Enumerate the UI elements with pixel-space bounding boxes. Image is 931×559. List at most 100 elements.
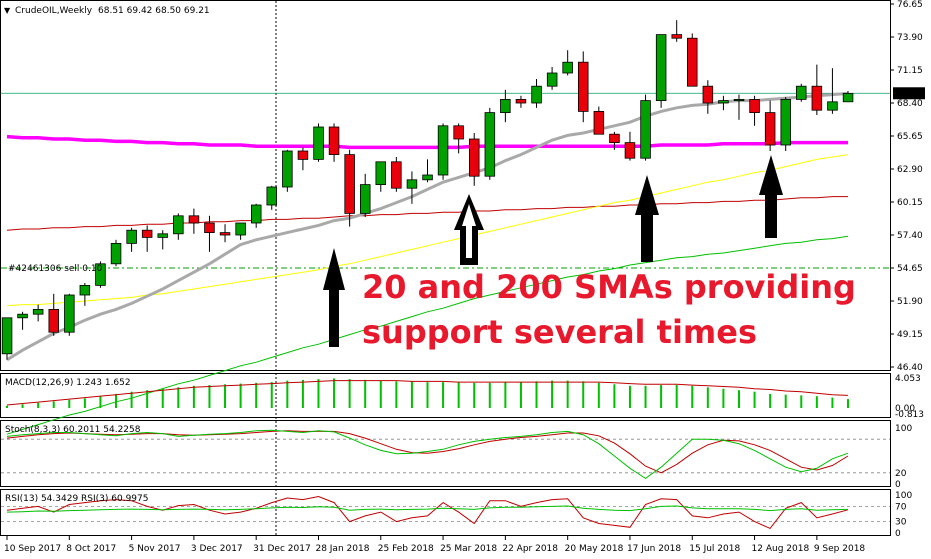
candle[interactable] (95, 261, 106, 288)
chart-header-arrow-icon[interactable]: ▼ (4, 6, 11, 15)
chart-ohlc: 68.51 69.42 68.50 69.21 (98, 6, 210, 16)
candle[interactable] (282, 149, 293, 192)
candle[interactable] (484, 107, 496, 180)
time-tick-label: 31 Dec 2017 (253, 544, 311, 554)
candle[interactable] (141, 225, 153, 252)
candle[interactable] (297, 147, 309, 171)
candle[interactable] (406, 171, 418, 204)
macd-tick-label: 0.00 (895, 404, 915, 414)
candle[interactable] (827, 68, 838, 114)
candle[interactable] (1, 317, 13, 360)
candle[interactable] (110, 239, 122, 267)
candle[interactable] (733, 94, 745, 120)
last-price-box (893, 87, 925, 100)
candle[interactable] (32, 304, 44, 322)
candle[interactable] (562, 50, 573, 76)
macd-panel[interactable] (0, 373, 891, 418)
candle[interactable] (250, 203, 262, 228)
stoch-panel[interactable] (0, 420, 891, 487)
candle[interactable] (593, 106, 605, 135)
price-tick-label: 73.90 (897, 33, 923, 43)
rsi-panel[interactable] (0, 489, 891, 536)
candle[interactable] (344, 149, 355, 227)
time-tick-label: 28 Jan 2018 (315, 544, 369, 554)
price-tick-label: 62.90 (897, 165, 923, 175)
candle[interactable] (79, 283, 91, 306)
stoch-d-line (6, 430, 849, 474)
candle[interactable] (842, 91, 854, 103)
arrow-icon-2 (454, 194, 484, 265)
candle[interactable] (515, 95, 527, 108)
price-tick-label: 65.65 (897, 132, 923, 142)
rsi3-line (6, 495, 849, 530)
macd-title: MACD(12,26,9) 1.243 1.652 (5, 378, 131, 388)
candle[interactable] (188, 208, 200, 234)
price-tick-label: 46.40 (897, 363, 923, 373)
candle[interactable] (811, 64, 823, 115)
candle[interactable] (500, 89, 511, 123)
macd-layer: 4.053 0.00-0.813 (6, 374, 924, 420)
arrow-icon-4 (759, 155, 783, 238)
time-tick-label: 8 Oct 2017 (66, 544, 116, 554)
candle[interactable] (266, 185, 277, 210)
price-tick-label: 60.15 (897, 198, 923, 208)
rsi-tick-label: 100 (895, 491, 912, 501)
candle[interactable] (359, 173, 371, 217)
time-tick-label: 3 Dec 2017 (191, 544, 243, 554)
candle[interactable] (173, 213, 184, 240)
price-tick-label: 76.65 (897, 0, 923, 10)
rsi-tick-label: 30 (895, 518, 907, 528)
candle[interactable] (796, 83, 807, 102)
main-price-panel[interactable] (0, 0, 891, 371)
macd-tick-label: 4.053 (895, 374, 921, 384)
candle[interactable] (718, 95, 729, 111)
candle[interactable] (17, 311, 28, 330)
candle[interactable] (624, 131, 636, 161)
candle[interactable] (64, 293, 75, 336)
candle[interactable] (578, 51, 589, 123)
candle[interactable] (219, 224, 231, 243)
candle[interactable] (640, 94, 651, 161)
candle[interactable] (328, 123, 340, 162)
candle[interactable] (313, 123, 324, 162)
candle[interactable] (453, 123, 464, 154)
time-tick-label: 17 Jun 2018 (627, 544, 681, 554)
stoch-layer: 100 200 (1, 424, 912, 490)
candle[interactable] (157, 230, 168, 250)
rsi-tick-label: 0 (895, 529, 901, 539)
candle[interactable] (702, 80, 714, 114)
stoch-k-line (6, 429, 849, 480)
annotation-line-1: 20 and 200 SMAs providing (362, 268, 856, 306)
rsi-title: RSI(13) 54.3429 RSI(3) 60.9975 (5, 494, 148, 504)
stoch-title: Stoch(8,3,3) 60.2011 54.2258 (5, 425, 141, 435)
arrow-icon-3 (635, 175, 659, 262)
candle[interactable] (391, 157, 402, 192)
candle[interactable] (204, 215, 215, 252)
candle[interactable] (375, 161, 386, 192)
time-tick-label: 20 May 2018 (565, 544, 624, 554)
arrow-icon-1 (323, 248, 345, 347)
candle[interactable] (48, 293, 60, 336)
candle[interactable] (749, 95, 760, 126)
candle[interactable] (764, 100, 776, 151)
candle[interactable] (531, 79, 542, 108)
time-tick-label: 15 Jul 2018 (689, 544, 740, 554)
candle[interactable] (655, 34, 667, 108)
time-tick-label: 10 Sep 2017 (4, 544, 61, 554)
price-tick-label: 51.90 (897, 297, 923, 307)
candle[interactable] (468, 133, 480, 186)
candle[interactable] (126, 227, 137, 252)
stoch-tick-label: 100 (895, 424, 912, 434)
candle[interactable] (671, 20, 683, 42)
order-line-label[interactable]: #42461306 sell 0.10 (8, 264, 103, 274)
candle[interactable] (609, 131, 620, 150)
candle[interactable] (437, 123, 449, 180)
candle[interactable] (235, 222, 246, 240)
candle[interactable] (546, 67, 558, 90)
price-tick-label: 71.15 (897, 66, 923, 76)
candle[interactable] (780, 97, 792, 151)
candle[interactable] (422, 159, 433, 183)
candle[interactable] (687, 33, 698, 87)
annotation-line-2: support several times (362, 313, 757, 351)
